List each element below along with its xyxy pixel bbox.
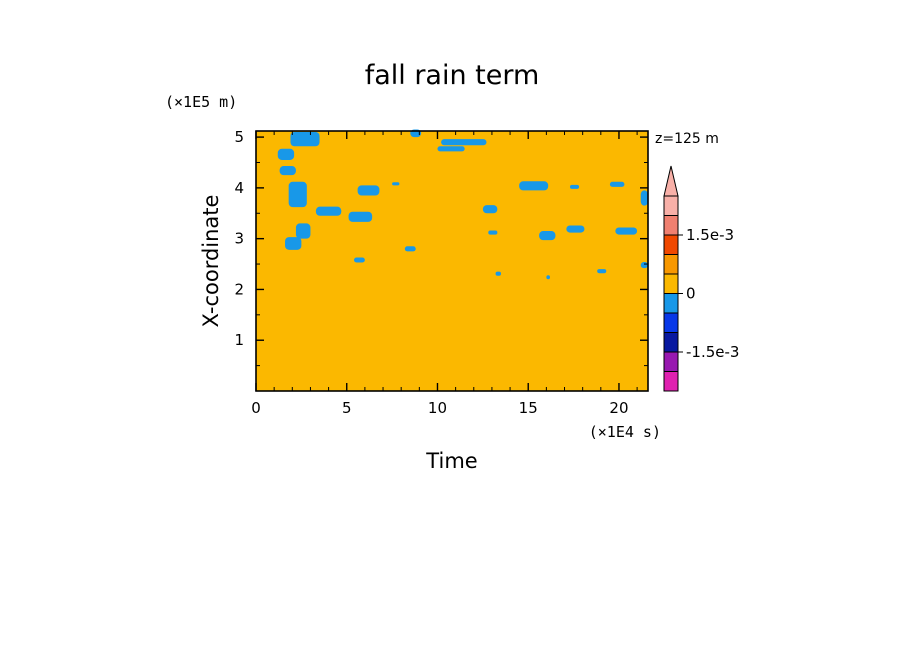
x-tick-label: 5: [342, 399, 352, 417]
z-annotation: z=125 m: [655, 131, 719, 147]
y-tick-label: 1: [234, 331, 244, 349]
negative-patch: [277, 148, 295, 160]
negative-patch: [640, 190, 648, 206]
negative-patch: [546, 275, 550, 280]
y-tick-label: 4: [234, 179, 244, 197]
x-tick-label: 10: [428, 399, 447, 417]
x-tick-label: 15: [519, 399, 538, 417]
y-tick-label: 3: [234, 230, 244, 248]
negative-patch: [295, 223, 311, 239]
negative-patch: [279, 166, 296, 176]
x-axis-label: Time: [425, 449, 477, 473]
plot-area-background: [256, 131, 648, 391]
negative-patch: [539, 231, 556, 241]
y-scale-label: (×1E5 m): [165, 93, 237, 111]
colorbar-tick-label: 1.5e-3: [686, 226, 734, 244]
negative-patch: [488, 230, 498, 235]
negative-patch: [357, 185, 380, 196]
colorbar-level: [663, 254, 679, 275]
negative-patches: [277, 129, 648, 280]
x-tick-label: 20: [609, 399, 628, 417]
colorbar-level: [663, 371, 679, 392]
colorbar-level: [663, 312, 679, 333]
negative-patch: [640, 262, 648, 269]
negative-patch: [441, 139, 487, 146]
negative-patch: [354, 257, 365, 263]
negative-patch: [290, 132, 320, 147]
colorbar-level: [663, 195, 679, 216]
negative-patch: [315, 206, 342, 216]
colorbar-level: [663, 234, 679, 255]
x-scale-label: (×1E4 s): [589, 423, 661, 441]
negative-patch: [404, 246, 416, 252]
negative-patch: [519, 181, 549, 191]
x-tick-label: 0: [251, 399, 261, 417]
colorbar-tick-label: -1.5e-3: [686, 343, 739, 361]
negative-patch: [482, 205, 498, 214]
colorbar-level: [663, 332, 679, 353]
colorbar-level: [663, 215, 679, 236]
colorbar-level: [663, 351, 679, 372]
negative-patch: [609, 181, 625, 187]
negative-patch: [566, 225, 585, 233]
negative-patch: [495, 271, 501, 276]
negative-patch: [615, 227, 638, 235]
colorbar-level: [663, 293, 679, 314]
negative-patch: [437, 146, 465, 152]
y-axis-ticks: 1 2 3 4 5: [234, 128, 648, 367]
x-axis-ticks: 0 5 10 15 20: [251, 131, 638, 417]
negative-patch: [288, 181, 307, 208]
negative-patch: [569, 184, 580, 189]
y-tick-label: 2: [234, 280, 244, 298]
colorbar-level: [663, 273, 679, 294]
colorbar-tick-label: 0: [686, 285, 696, 303]
negative-patch: [348, 211, 373, 222]
y-tick-label: 5: [234, 128, 244, 146]
y-axis-label: X-coordinate: [199, 195, 223, 328]
colorbar: 1.5e-3 0 -1.5e-3: [663, 165, 739, 392]
negative-patch: [597, 269, 607, 274]
plot-frame: [255, 130, 649, 392]
colorbar-extend-arrow: [663, 165, 679, 197]
negative-patch: [285, 237, 302, 250]
negative-patch: [392, 182, 400, 186]
chart-title: fall rain term: [365, 60, 540, 91]
